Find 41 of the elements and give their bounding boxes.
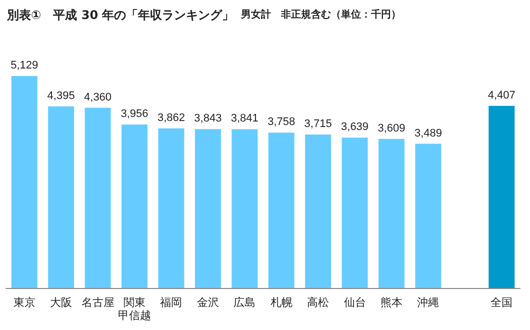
bar — [378, 138, 404, 288]
bar — [415, 144, 442, 288]
data-label: 3,609 — [378, 122, 406, 134]
chart-subtitle: 男女計 非正規含む（単位：千円） — [234, 8, 402, 20]
bar — [48, 106, 74, 288]
data-label: 3,489 — [414, 127, 442, 140]
x-tick-label: 東京 — [13, 296, 36, 309]
bar — [342, 138, 368, 288]
bar — [268, 132, 294, 288]
x-tick-label: 沖縄 — [417, 296, 440, 309]
data-label: 4,395 — [47, 90, 75, 102]
bar — [488, 106, 515, 288]
x-tick-label: 福岡 — [160, 296, 182, 309]
x-tick-label: 高松 — [307, 296, 330, 309]
data-label: 5,129 — [10, 60, 38, 72]
data-label: 4,407 — [488, 89, 516, 102]
bar — [84, 108, 111, 288]
bar — [305, 134, 332, 288]
data-label: 3,758 — [268, 116, 296, 128]
data-label: 3,956 — [120, 108, 148, 120]
bar — [194, 129, 221, 288]
data-label: 3,639 — [341, 121, 369, 134]
data-label: 3,862 — [157, 112, 185, 124]
chart-title: 別表① 平成 30 年の「年収ランキング」 — [6, 8, 234, 22]
x-tick-label: 名古屋 — [81, 296, 114, 309]
data-label: 4,360 — [84, 91, 112, 104]
x-tick-label: 仙台 — [344, 296, 366, 309]
x-tick-label: 全国 — [490, 296, 513, 309]
x-tick-label: 札幌 — [270, 296, 292, 309]
bar — [158, 128, 184, 288]
x-tick-label: 熊本 — [380, 296, 402, 309]
bar — [122, 124, 148, 288]
x-tick-label: 金沢 — [196, 296, 219, 309]
x-tick-label: 広島 — [234, 296, 256, 309]
data-label: 3,841 — [230, 112, 258, 125]
data-label: 3,843 — [194, 112, 222, 125]
x-tick-label: 関東甲信越 — [118, 296, 151, 322]
bar — [11, 76, 38, 288]
x-tick-label: 大阪 — [50, 296, 72, 309]
data-label: 3,715 — [304, 118, 332, 130]
bar — [232, 129, 258, 288]
